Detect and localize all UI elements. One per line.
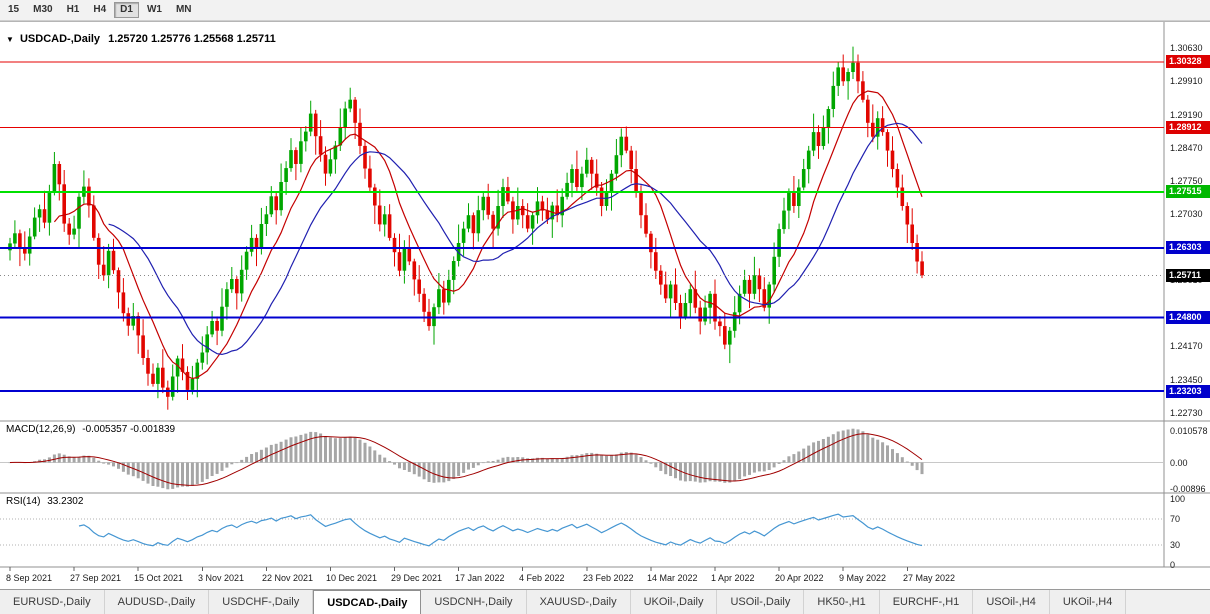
chart-tab-usdcnh-daily[interactable]: USDCNH-,Daily [421, 590, 527, 614]
rsi-axis-label: 0 [1170, 560, 1176, 570]
chart-tab-ukoil-daily[interactable]: UKOil-,Daily [630, 590, 718, 614]
price-chart-canvas[interactable] [0, 22, 1210, 590]
chart-tab-eurusd-daily[interactable]: EURUSD-,Daily [0, 590, 105, 614]
chart-tab-eurchf-h1[interactable]: EURCHF-,H1 [879, 590, 974, 614]
chart-tab-ukoil-h4[interactable]: UKOil-,H4 [1049, 590, 1127, 614]
price-axis-label: 1.29910 [1170, 76, 1203, 86]
date-axis-label: 3 Nov 2021 [198, 573, 245, 583]
price-axis-label: 1.29190 [1170, 110, 1203, 120]
price-axis-badge: 1.30328 [1166, 55, 1210, 68]
macd-indicator-label: MACD(12,26,9) -0.005357 -0.001839 [6, 424, 175, 435]
rsi-name: RSI(14) [6, 496, 41, 507]
rsi-indicator-label: RSI(14) 33.2302 [6, 496, 83, 507]
price-axis-badge: 1.26303 [1166, 241, 1210, 254]
price-axis-label: 1.24170 [1170, 341, 1203, 351]
chart-tab-xauusd-daily[interactable]: XAUUSD-,Daily [526, 590, 631, 614]
timeframe-button-h1[interactable]: H1 [66, 4, 80, 15]
chart-title: ▼ USDCAD-,Daily 1.25720 1.25776 1.25568 … [6, 33, 276, 45]
macd-axis-label: -0.00896 [1170, 484, 1206, 494]
chart-tab-audusd-daily[interactable]: AUDUSD-,Daily [104, 590, 210, 614]
date-axis-label: 8 Sep 2021 [6, 573, 53, 583]
date-axis-label: 9 May 2022 [839, 573, 887, 583]
macd-name: MACD(12,26,9) [6, 424, 76, 435]
price-axis-badge: 1.24800 [1166, 311, 1210, 324]
price-axis-badge: 1.28912 [1166, 121, 1210, 134]
chart-symbol-label: USDCAD-,Daily [19, 33, 101, 45]
price-axis-badge: 1.25711 [1166, 269, 1210, 282]
chart-tab-usoil-h4[interactable]: USOil-,H4 [973, 590, 1050, 614]
chart-tab-usoil-daily[interactable]: USOil-,Daily [717, 590, 805, 614]
rsi-value: 33.2302 [47, 496, 84, 507]
chart-tab-usdcad-daily[interactable]: USDCAD-,Daily [313, 590, 422, 614]
timeframe-button-15[interactable]: 15 [8, 4, 20, 15]
timeframe-buttons: 15 M30 H1 H4 D1 W1 MN [2, 2, 200, 18]
chart-ohlc-values: 1.25720 1.25776 1.25568 1.25711 [108, 33, 276, 45]
date-axis-label: 27 Sep 2021 [70, 573, 122, 583]
date-axis-label: 23 Feb 2022 [583, 573, 634, 583]
rsi-axis-label: 30 [1170, 540, 1181, 550]
price-axis-label: 1.27750 [1170, 176, 1203, 186]
chart-tab-hk50-h1[interactable]: HK50-,H1 [804, 590, 880, 614]
timeframe-button-d1[interactable]: D1 [114, 2, 139, 18]
rsi-axis-label: 100 [1170, 494, 1186, 504]
price-axis-badge: 1.27515 [1166, 185, 1210, 198]
price-axis-label: 1.28470 [1170, 143, 1203, 153]
chart-tabs-bar: EURUSD-,Daily AUDUSD-,Daily USDCHF-,Daily U… [0, 589, 1210, 614]
date-axis-label: 17 Jan 2022 [455, 573, 505, 583]
timeframe-button-mn[interactable]: MN [175, 4, 192, 15]
chart-window: ▼ USDCAD-,Daily 1.25720 1.25776 1.25568 … [0, 21, 1210, 590]
date-axis-label: 29 Dec 2021 [391, 573, 443, 583]
date-axis-label: 4 Feb 2022 [519, 573, 565, 583]
date-axis-label: 1 Apr 2022 [711, 573, 755, 583]
date-axis-label: 22 Nov 2021 [262, 573, 314, 583]
timeframe-button-m30[interactable]: M30 [33, 4, 53, 15]
price-axis-badge: 1.23203 [1166, 385, 1210, 398]
price-axis-label: 1.30630 [1170, 43, 1203, 53]
date-axis-label: 15 Oct 2021 [134, 573, 184, 583]
date-axis-label: 20 Apr 2022 [775, 573, 824, 583]
price-axis-label: 1.23450 [1170, 375, 1203, 385]
chart-tab-usdchf-daily[interactable]: USDCHF-,Daily [209, 590, 314, 614]
timeframe-button-w1[interactable]: W1 [146, 4, 162, 15]
timeframe-button-h4[interactable]: H4 [93, 4, 107, 15]
macd-axis-label: 0.00 [1170, 458, 1188, 468]
date-axis-label: 10 Dec 2021 [326, 573, 378, 583]
price-axis-label: 1.22730 [1170, 408, 1203, 418]
macd-values: -0.005357 -0.001839 [82, 424, 176, 435]
macd-axis-label: 0.010578 [1170, 426, 1208, 436]
collapse-chart-icon[interactable]: ▼ [6, 35, 14, 44]
timeframe-toolbar: 15 M30 H1 H4 D1 W1 MN [0, 0, 1210, 21]
date-axis-label: 14 Mar 2022 [647, 573, 698, 583]
price-axis-label: 1.27030 [1170, 209, 1203, 219]
rsi-axis-label: 70 [1170, 514, 1181, 524]
date-axis-label: 27 May 2022 [903, 573, 956, 583]
